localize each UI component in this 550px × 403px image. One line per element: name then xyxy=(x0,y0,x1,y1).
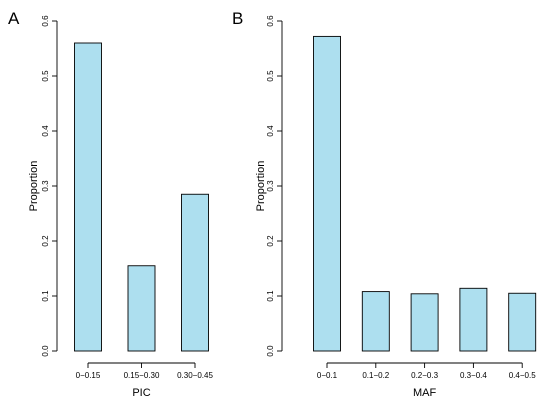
y-tick-label: 0.0 xyxy=(41,345,50,357)
panel-letter: A xyxy=(8,9,20,28)
y-tick-label: 0.4 xyxy=(266,125,275,137)
y-tick-label: 0.3 xyxy=(41,180,50,192)
y-tick-label: 0.4 xyxy=(41,125,50,137)
bar xyxy=(74,42,102,352)
y-tick-label: 0.2 xyxy=(266,235,275,247)
bar xyxy=(508,292,537,352)
y-tick-label: 0.2 xyxy=(41,235,50,247)
chart-panel-a: A 0.0 0.1 0.2 0.3 0.4 0.5 0.6 Proportion 0−0.15 0.… xyxy=(8,9,213,399)
x-tick-label: 0.3−0.4 xyxy=(460,371,487,380)
y-axis-label: Proportion xyxy=(28,161,40,212)
y-tick-label: 0.5 xyxy=(41,70,50,82)
panel-letter: B xyxy=(232,9,243,28)
x-tick-label: 0.30−0.45 xyxy=(177,371,213,380)
x-axis-label: MAF xyxy=(413,387,437,399)
y-tick-label: 0.0 xyxy=(266,345,275,357)
y-axis-label: Proportion xyxy=(255,161,267,212)
x-tick-label: 0−0.1 xyxy=(317,371,338,380)
y-tick-label: 0.6 xyxy=(41,15,50,27)
y-tick-label: 0.6 xyxy=(266,15,275,27)
y-tick-label: 0.3 xyxy=(266,180,275,192)
x-tick-label: 0.15−0.30 xyxy=(124,371,160,380)
y-tick-label: 0.1 xyxy=(266,290,275,302)
bar xyxy=(181,193,209,352)
x-axis-label: PIC xyxy=(132,387,150,399)
bar xyxy=(127,265,156,352)
chart-panel-b: B 0.0 0.1 0.2 0.3 0.4 0.5 0.6 Proportion 0−0.1 0.1… xyxy=(232,9,536,399)
bar xyxy=(459,287,488,352)
bar xyxy=(410,293,439,352)
x-tick-label: 0.1−0.2 xyxy=(362,371,389,380)
bar xyxy=(361,291,390,352)
y-tick-label: 0.1 xyxy=(41,290,50,302)
x-tick-label: 0.4−0.5 xyxy=(509,371,536,380)
bar xyxy=(313,35,341,352)
x-tick-label: 0.2−0.3 xyxy=(411,371,438,380)
y-tick-label: 0.5 xyxy=(266,70,275,82)
x-tick-label: 0−0.15 xyxy=(76,371,101,380)
